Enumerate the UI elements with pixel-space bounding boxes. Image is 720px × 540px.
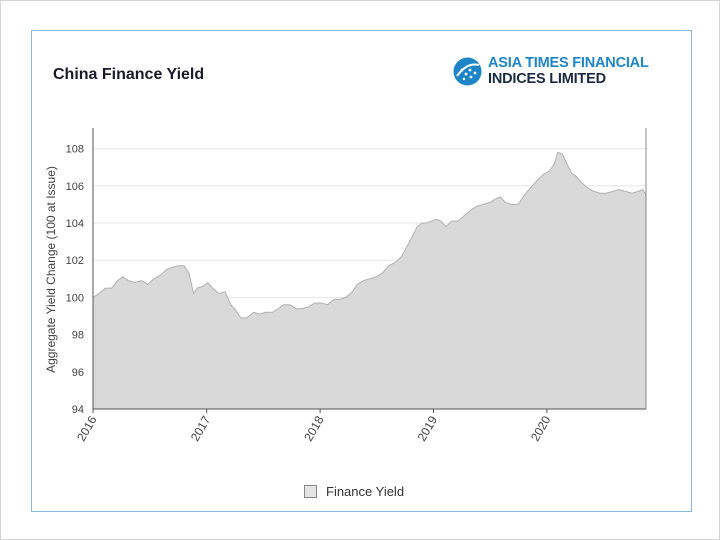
x-tick-label: 2019	[415, 413, 441, 443]
x-tick-label: 2017	[188, 413, 214, 443]
x-tick-label: 2016	[74, 413, 100, 443]
y-tick-label: 100	[66, 292, 84, 304]
y-tick-label: 102	[66, 255, 84, 267]
area-chart: 94 96 98 100 102 104 106 108 2016 2017 2018 2019 202…	[44, 128, 647, 444]
globe-icon	[453, 57, 482, 86]
series-line-finance-yield	[92, 151, 647, 319]
brand-logo: ASIA TIMES FINANCIAL INDICES LIMITED	[452, 55, 662, 89]
series-area-finance-yield	[93, 152, 646, 410]
y-tick-label: 94	[72, 404, 84, 416]
x-tick-label: 2018	[301, 413, 327, 443]
x-tick-label: 2020	[528, 413, 554, 443]
y-tick-label: 106	[66, 181, 84, 193]
chart-title: China Finance Yield	[53, 66, 205, 83]
legend-label[interactable]: Finance Yield	[326, 483, 405, 499]
logo-text-line2: INDICES LIMITED	[488, 71, 606, 87]
logo-text-line1: ASIA TIMES FINANCIAL	[488, 55, 649, 71]
y-tick-label: 108	[66, 144, 84, 156]
legend-swatch[interactable]	[304, 484, 317, 498]
chart-legend[interactable]: Finance Yield	[304, 483, 404, 499]
y-tick-label: 104	[66, 218, 84, 230]
y-tick-label: 96	[72, 367, 84, 379]
y-axis-title: Aggregate Yield Change (100 at Issue)	[44, 166, 58, 373]
y-tick-label: 98	[72, 330, 84, 342]
